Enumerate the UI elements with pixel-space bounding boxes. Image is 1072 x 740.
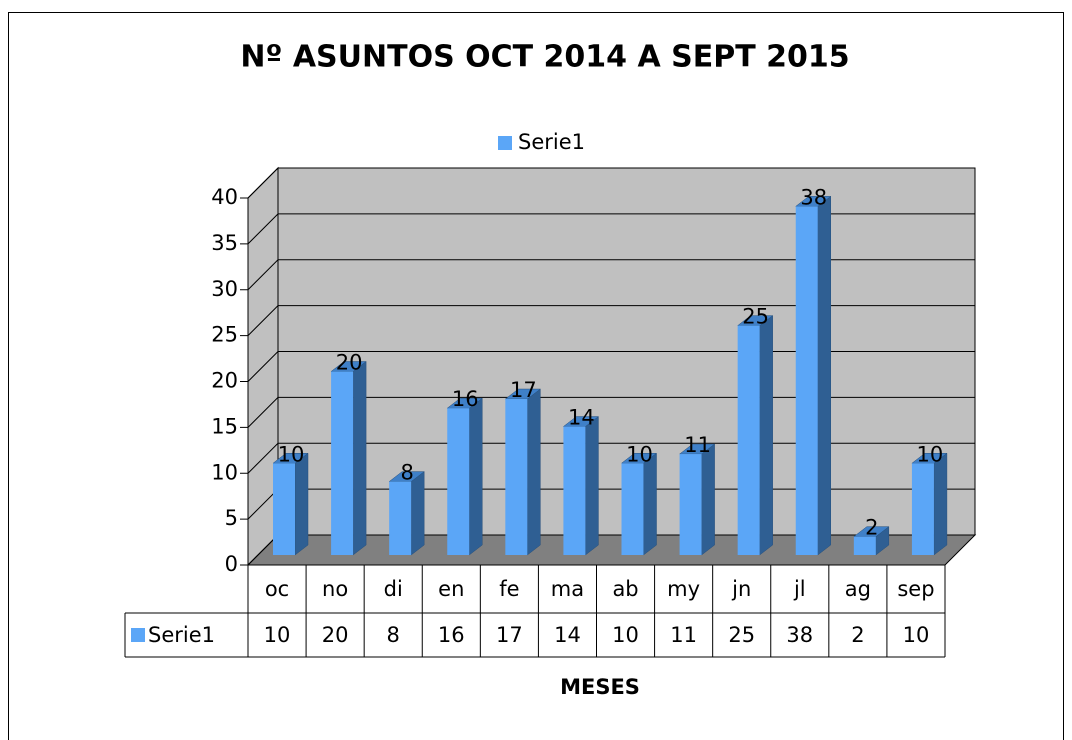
bar [853, 536, 876, 555]
bar [563, 426, 586, 555]
grid-line [247, 213, 975, 245]
table-value: 8 [387, 623, 400, 647]
data-label: 20 [336, 351, 363, 375]
chart-title: Nº ASUNTOS OCT 2014 A SEPT 2015 [240, 40, 849, 75]
x-tick-label: en [438, 577, 464, 601]
x-tick-label: no [322, 577, 348, 601]
bar-side [643, 452, 657, 556]
grid-line [247, 259, 975, 291]
table-value: 38 [786, 623, 813, 647]
x-tick-label: ma [551, 577, 584, 601]
table-value: 2 [851, 623, 864, 647]
y-tick-label: 25 [211, 323, 238, 347]
x-tick-label: jl [793, 577, 806, 601]
bar [505, 399, 528, 555]
y-tick-label: 30 [211, 277, 238, 301]
bar [911, 463, 934, 555]
table-value: 10 [264, 623, 291, 647]
x-tick-label: oc [265, 577, 289, 601]
bar-side [527, 388, 541, 556]
table-value: 10 [612, 623, 639, 647]
bar-side [469, 397, 483, 556]
x-tick-label: sep [897, 577, 934, 601]
x-tick-label: jn [731, 577, 751, 601]
table-value: 10 [903, 623, 930, 647]
y-tick-label: 0 [225, 552, 238, 576]
table-legend-swatch [131, 628, 145, 642]
y-tick-label: 5 [225, 506, 238, 530]
y-tick-label: 20 [211, 369, 238, 393]
grid-line [247, 167, 975, 199]
table-value: 25 [728, 623, 755, 647]
data-label: 10 [626, 442, 653, 466]
data-label: 10 [278, 442, 305, 466]
chart-border [8, 12, 1064, 740]
bar-side [701, 443, 715, 556]
table-value: 17 [496, 623, 523, 647]
y-tick-label: 15 [211, 414, 238, 438]
data-label: 25 [742, 305, 769, 329]
x-tick-label: ab [612, 577, 638, 601]
table-value: 16 [438, 623, 465, 647]
bar [679, 454, 702, 555]
data-label: 16 [452, 387, 479, 411]
data-label: 38 [800, 185, 827, 209]
grid-line [247, 305, 975, 336]
data-label: 8 [400, 461, 413, 485]
bar-side [933, 452, 948, 556]
bar-side [817, 195, 831, 556]
bar [331, 371, 354, 555]
y-tick-label: 10 [211, 460, 238, 484]
x-tick-label: ag [845, 577, 871, 601]
data-label: 17 [510, 378, 537, 402]
bar [273, 463, 295, 555]
y-tick-label: 35 [211, 231, 238, 255]
table-value: 20 [322, 623, 349, 647]
bar [737, 325, 760, 555]
legend-label: Serie1 [518, 130, 585, 154]
y-tick-label: 40 [211, 185, 238, 209]
table-value: 14 [554, 623, 581, 647]
data-label: 11 [684, 433, 711, 457]
bar [389, 481, 412, 555]
data-label: 2 [865, 516, 878, 540]
bar-side [759, 315, 773, 556]
bar-side [585, 416, 599, 556]
bar [795, 206, 818, 555]
bar [621, 463, 644, 555]
x-tick-label: my [667, 577, 700, 601]
bar-side [294, 452, 309, 556]
bar-side [352, 360, 367, 556]
table-value: 11 [670, 623, 697, 647]
bar [447, 408, 470, 555]
table-legend-label: Serie1 [148, 623, 215, 647]
data-label: 14 [568, 406, 595, 430]
x-tick-label: fe [499, 577, 519, 601]
legend-swatch [498, 136, 512, 150]
x-axis-title: MESES [560, 675, 640, 699]
data-label: 10 [917, 442, 944, 466]
x-tick-label: di [384, 577, 403, 601]
